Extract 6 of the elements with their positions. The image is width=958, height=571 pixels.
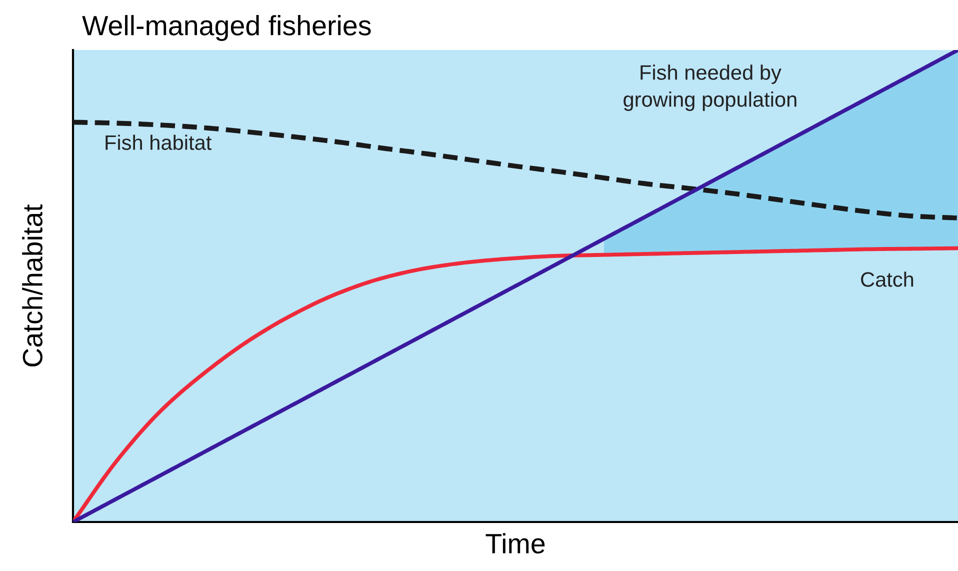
y-axis-title: Catch/habitat	[22, 204, 43, 366]
chart-title: Well-managed fisheries	[82, 15, 371, 41]
x-axis-title: Time	[486, 533, 545, 554]
series-label: Catch	[861, 272, 914, 287]
series-label: Fish needed by growing population	[624, 64, 796, 111]
series-label: Fish habitat	[106, 134, 212, 150]
